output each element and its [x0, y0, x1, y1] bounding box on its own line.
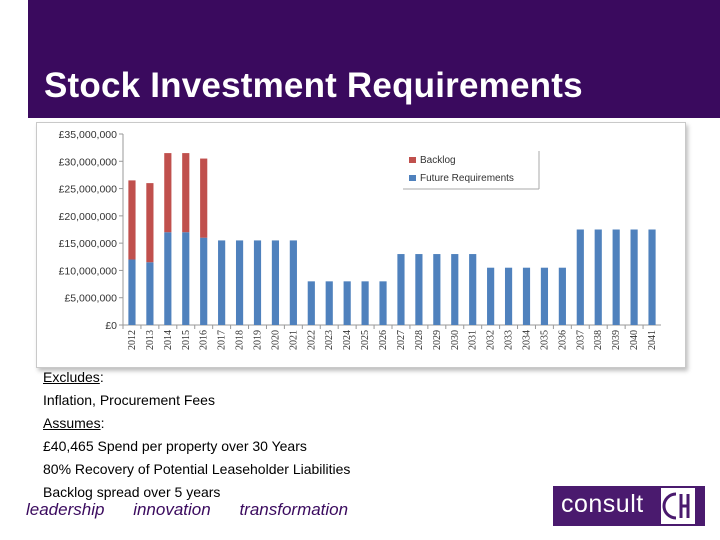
- x-tick-label: 2017: [217, 330, 228, 350]
- x-tick-label: 2032: [486, 330, 497, 350]
- y-tick-label: £35,000,000: [59, 129, 118, 141]
- x-tick-label: 2038: [593, 330, 604, 350]
- tagline-leadership: leadership: [26, 500, 105, 519]
- excludes-line: Excludes:: [43, 369, 104, 385]
- bar-future-requirements: [469, 254, 477, 325]
- x-tick-label: 2027: [396, 330, 407, 350]
- bar-future-requirements: [253, 240, 262, 325]
- legend-label: Backlog: [420, 155, 456, 166]
- bar-future-requirements: [487, 267, 495, 325]
- x-tick-label: 2024: [342, 330, 353, 350]
- x-tick-label: 2030: [450, 330, 461, 350]
- y-tick-label: £10,000,000: [59, 265, 118, 277]
- tagline-transformation: transformation: [239, 500, 349, 519]
- page-title: Stock Investment Requirements: [44, 66, 583, 105]
- bar-future-requirements: [271, 240, 280, 325]
- bar-backlog: [182, 153, 190, 233]
- bar-future-requirements: [558, 267, 566, 325]
- consult-logo: consult: [553, 486, 705, 526]
- x-tick-label: 2021: [288, 330, 299, 350]
- x-tick-label: 2025: [360, 330, 371, 350]
- excludes-label: Excludes: [43, 369, 100, 385]
- x-tick-label: 2029: [432, 330, 443, 350]
- x-tick-label: 2012: [127, 330, 138, 350]
- x-tick-label: 2013: [145, 330, 156, 350]
- bar-future-requirements: [522, 267, 531, 325]
- legend-swatch: [409, 175, 416, 181]
- assumption-1: £40,465 Spend per property over 30 Years: [43, 438, 307, 454]
- y-tick-label: £15,000,000: [59, 238, 118, 250]
- legend-swatch: [409, 157, 416, 163]
- x-tick-label: 2039: [611, 330, 622, 350]
- y-tick-label: £5,000,000: [64, 293, 117, 305]
- bar-backlog: [128, 180, 136, 260]
- bar-future-requirements: [451, 254, 459, 325]
- x-tick-label: 2018: [235, 330, 246, 350]
- bar-future-requirements: [415, 254, 423, 325]
- excludes-text: Inflation, Procurement Fees: [43, 392, 215, 408]
- y-tick-label: £20,000,000: [59, 211, 118, 223]
- legend-box: [403, 151, 539, 189]
- bar-future-requirements: [504, 267, 513, 325]
- bar-future-requirements: [200, 237, 208, 325]
- bar-future-requirements: [128, 259, 136, 325]
- chart-frame: £0 £5,000,000 £10,000,000 £15,000,000 £20,00…: [36, 122, 686, 368]
- x-tick-label: 2041: [647, 330, 658, 350]
- assumes-line: Assumes:: [43, 415, 105, 431]
- tagline: leadership innovation transformation: [26, 500, 372, 520]
- x-tick-label: 2023: [324, 330, 335, 350]
- x-tick-label: 2015: [181, 330, 192, 350]
- assumption-2: 80% Recovery of Potential Leaseholder Li…: [43, 461, 351, 477]
- bar-future-requirements: [307, 281, 315, 325]
- bar-backlog: [164, 153, 172, 233]
- x-tick-label: 2031: [468, 330, 479, 350]
- bar-future-requirements: [576, 229, 584, 325]
- x-tick-label: 2019: [253, 330, 264, 350]
- bar-future-requirements: [648, 229, 656, 325]
- x-tick-label: 2020: [270, 330, 281, 350]
- bar-future-requirements: [433, 254, 441, 325]
- bar-future-requirements: [397, 254, 405, 325]
- bar-future-requirements: [379, 281, 387, 325]
- bar-future-requirements: [289, 240, 297, 325]
- bar-future-requirements: [343, 281, 351, 325]
- x-tick-label: 2035: [539, 330, 550, 350]
- notes: Excludes: Inflation, Procurement Fees As…: [43, 366, 443, 504]
- bar-backlog: [200, 158, 208, 238]
- x-tick-label: 2026: [378, 330, 389, 350]
- bar-chart: £0 £5,000,000 £10,000,000 £15,000,000 £20,00…: [59, 129, 661, 350]
- x-tick-label: 2016: [199, 330, 210, 350]
- bar-backlog: [146, 183, 154, 263]
- x-tick-label: 2037: [575, 330, 586, 350]
- x-tick-label: 2036: [557, 330, 568, 350]
- logo-text: consult: [561, 490, 644, 518]
- bar-future-requirements: [235, 240, 244, 325]
- header-band: [28, 0, 720, 118]
- bar-future-requirements: [630, 229, 638, 325]
- x-tick-label: 2040: [629, 330, 640, 350]
- x-tick-label: 2033: [504, 330, 515, 350]
- y-tick-label: £0: [105, 320, 117, 332]
- bar-future-requirements: [361, 281, 369, 325]
- slide-header: Stock Investment Requirements: [0, 0, 720, 118]
- legend-label: Future Requirements: [420, 173, 514, 184]
- bar-future-requirements: [540, 267, 549, 325]
- assumption-3: Backlog spread over 5 years: [43, 484, 221, 500]
- y-tick-label: £30,000,000: [59, 156, 118, 168]
- bar-future-requirements: [218, 240, 226, 325]
- bar-future-requirements: [612, 229, 620, 325]
- tagline-innovation: innovation: [133, 500, 211, 519]
- x-tick-label: 2014: [163, 330, 174, 350]
- x-tick-label: 2034: [522, 330, 533, 350]
- bar-future-requirements: [146, 262, 154, 325]
- x-tick-label: 2028: [414, 330, 425, 350]
- bar-future-requirements: [594, 229, 602, 325]
- x-tick-label: 2022: [306, 330, 317, 350]
- assumes-label: Assumes: [43, 415, 101, 431]
- logo-mark-icon: [661, 488, 695, 524]
- bar-future-requirements: [164, 232, 172, 325]
- y-tick-label: £25,000,000: [59, 184, 118, 196]
- bar-future-requirements: [182, 232, 190, 325]
- bar-future-requirements: [325, 281, 333, 325]
